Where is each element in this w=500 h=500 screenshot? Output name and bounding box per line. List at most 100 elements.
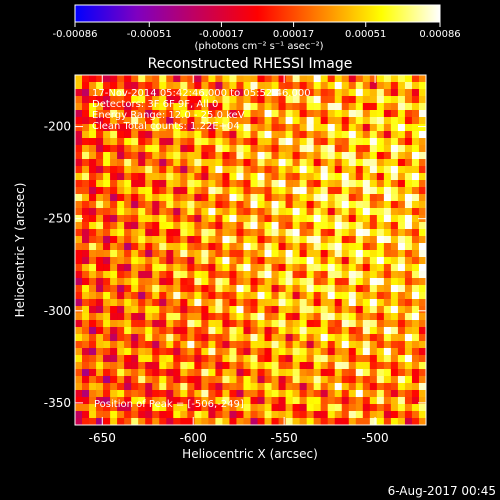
heatmap-cell bbox=[369, 271, 378, 279]
colorbar-tick-label: -0.00051 bbox=[127, 29, 172, 40]
heatmap-cell bbox=[222, 187, 230, 195]
heatmap-cell bbox=[236, 187, 244, 195]
heatmap-cell bbox=[117, 376, 125, 384]
heatmap-cell bbox=[411, 208, 420, 216]
heatmap-cell bbox=[397, 243, 406, 251]
heatmap-cell bbox=[103, 89, 111, 97]
heatmap-cell bbox=[362, 313, 371, 321]
heatmap-cell bbox=[208, 376, 216, 384]
heatmap-cell bbox=[208, 166, 216, 174]
heatmap-cell bbox=[271, 299, 279, 307]
heatmap-cell bbox=[376, 208, 385, 216]
heatmap-cell bbox=[208, 159, 216, 167]
heatmap-cell bbox=[215, 89, 223, 97]
heatmap-cell bbox=[271, 292, 279, 300]
heatmap-cell bbox=[257, 348, 265, 356]
heatmap-cell bbox=[236, 145, 244, 153]
heatmap-cell bbox=[96, 243, 104, 251]
heatmap-cell bbox=[299, 236, 307, 244]
heatmap-cell bbox=[250, 166, 258, 174]
heatmap-cell bbox=[96, 166, 104, 174]
heatmap-cell bbox=[376, 383, 385, 391]
heatmap-cell bbox=[376, 334, 385, 342]
heatmap-cell bbox=[194, 243, 202, 251]
heatmap-cell bbox=[194, 334, 202, 342]
heatmap-cell bbox=[411, 152, 420, 160]
heatmap-cell bbox=[145, 187, 153, 195]
heatmap-cell bbox=[383, 110, 392, 118]
heatmap-cell bbox=[152, 103, 160, 111]
heatmap-cell bbox=[194, 131, 202, 139]
heatmap-cell bbox=[257, 194, 265, 202]
heatmap-cell bbox=[75, 285, 83, 293]
heatmap-cell bbox=[138, 271, 146, 279]
heatmap-cell bbox=[82, 390, 90, 398]
heatmap-cell bbox=[173, 229, 181, 237]
heatmap-cell bbox=[117, 362, 125, 370]
heatmap-cell bbox=[124, 173, 132, 181]
heatmap-cell bbox=[348, 208, 357, 216]
heatmap-cell bbox=[292, 145, 300, 153]
heatmap-cell bbox=[117, 82, 125, 90]
heatmap-cell bbox=[201, 348, 209, 356]
heatmap-cell bbox=[110, 187, 118, 195]
heatmap-cell bbox=[187, 418, 195, 425]
heatmap-cell bbox=[131, 96, 139, 104]
heatmap-cell bbox=[306, 180, 314, 188]
heatmap-cell bbox=[404, 313, 413, 321]
heatmap-cell bbox=[145, 404, 153, 412]
heatmap-cell bbox=[390, 117, 399, 125]
heatmap-cell bbox=[236, 89, 244, 97]
heatmap-cell bbox=[187, 397, 195, 405]
heatmap-cell bbox=[418, 180, 426, 188]
heatmap-cell bbox=[103, 159, 111, 167]
heatmap-cell bbox=[138, 131, 146, 139]
heatmap-cell bbox=[383, 131, 392, 139]
heatmap-cell bbox=[82, 194, 90, 202]
info-energy-range: Energy Range: 12.0 - 25.0 keV bbox=[92, 110, 245, 121]
heatmap-cell bbox=[348, 194, 357, 202]
heatmap-cell bbox=[243, 131, 251, 139]
heatmap-cell bbox=[355, 292, 364, 300]
heatmap-cell bbox=[257, 355, 265, 363]
heatmap-cell bbox=[166, 103, 174, 111]
x-axis-label: Heliocentric X (arcsec) bbox=[182, 447, 318, 461]
heatmap-cell bbox=[390, 124, 399, 132]
heatmap-cell bbox=[124, 264, 132, 272]
heatmap-cell bbox=[362, 96, 371, 104]
heatmap-cell bbox=[327, 159, 336, 167]
heatmap-cell bbox=[166, 397, 174, 405]
heatmap-cell bbox=[299, 187, 307, 195]
heatmap-cell bbox=[376, 89, 385, 97]
heatmap-cell bbox=[166, 152, 174, 160]
heatmap-cell bbox=[145, 110, 153, 118]
heatmap-cell bbox=[257, 257, 265, 265]
heatmap-cell bbox=[152, 341, 160, 349]
heatmap-cell bbox=[376, 320, 385, 328]
heatmap-cell bbox=[145, 278, 153, 286]
heatmap-cell bbox=[278, 243, 286, 251]
heatmap-cell bbox=[89, 306, 97, 314]
heatmap-cell bbox=[404, 103, 413, 111]
heatmap-cell bbox=[159, 96, 167, 104]
heatmap-cell bbox=[376, 327, 385, 335]
heatmap-cell bbox=[159, 187, 167, 195]
heatmap-cell bbox=[383, 397, 392, 405]
heatmap-cell bbox=[348, 348, 357, 356]
heatmap-cell bbox=[418, 404, 426, 412]
heatmap-cell bbox=[320, 152, 329, 160]
heatmap-cell bbox=[278, 264, 286, 272]
heatmap-cell bbox=[341, 75, 350, 83]
heatmap-cell bbox=[369, 334, 378, 342]
heatmap-cell bbox=[369, 96, 378, 104]
heatmap-cell bbox=[369, 383, 378, 391]
heatmap-cell bbox=[166, 131, 174, 139]
heatmap-cell bbox=[355, 285, 364, 293]
heatmap-cell bbox=[418, 194, 426, 202]
heatmap-cell bbox=[243, 201, 251, 209]
heatmap-cell bbox=[411, 173, 420, 181]
heatmap-cell bbox=[236, 404, 244, 412]
heatmap-cell bbox=[397, 313, 406, 321]
heatmap-cell bbox=[355, 215, 364, 223]
heatmap-cell bbox=[257, 110, 265, 118]
